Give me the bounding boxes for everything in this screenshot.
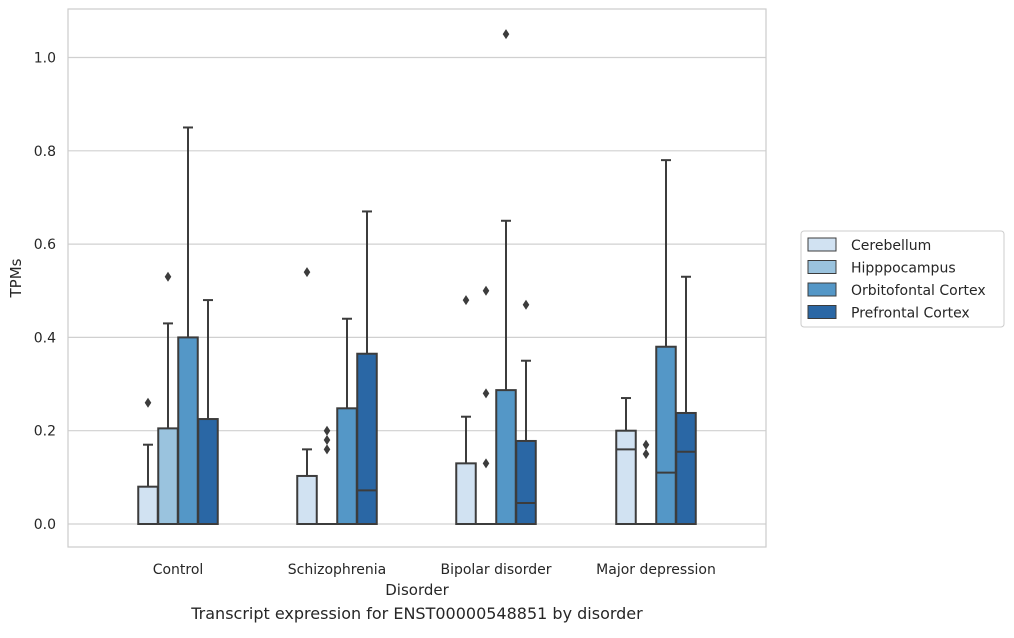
outlier-point — [323, 425, 331, 436]
outlier-point — [502, 29, 510, 40]
y-tick-labels: 0.0 0.2 0.4 0.6 0.8 1.0 — [34, 51, 56, 534]
outlier-point — [164, 271, 172, 282]
y-tick-label: 0.4 — [34, 330, 56, 346]
box-rect — [356, 352, 378, 526]
box-hipppocampus — [476, 285, 496, 525]
y-tick-label: 0.6 — [34, 237, 56, 253]
x-tick-labels: Control Schizophrenia Bipolar disorder Majo… — [153, 562, 716, 578]
outlier-point — [323, 444, 331, 455]
box-elements — [137, 29, 697, 526]
box-prefrontal-cortex — [197, 299, 219, 526]
x-tick-label: Major depression — [596, 562, 716, 578]
legend-label: Prefrontal Cortex — [851, 306, 970, 322]
box-orbitofontal-cortex — [177, 126, 199, 525]
box-orbitofontal-cortex — [495, 29, 517, 525]
chart-caption: Transcript expression for ENST0000054885… — [191, 604, 643, 623]
legend-frame — [800, 230, 1005, 328]
x-axis-label: Disorder — [385, 581, 449, 599]
box-rect — [197, 418, 219, 526]
box-cerebellum — [615, 397, 637, 526]
box-rect — [177, 336, 199, 525]
box-rect — [675, 411, 697, 525]
legend-label: Cerebellum — [851, 238, 931, 254]
box-prefrontal-cortex — [356, 210, 378, 526]
box-cerebellum — [296, 267, 318, 525]
y-tick-label: 0.2 — [34, 424, 56, 440]
outlier-point — [482, 458, 490, 469]
outlier-point — [482, 285, 490, 296]
legend-swatch — [807, 237, 837, 252]
box-rect — [296, 474, 318, 525]
outlier-point — [642, 449, 650, 460]
y-axis-label: TPMs — [7, 258, 25, 298]
legend-label: Hipppocampus — [851, 261, 956, 277]
legend: Cerebellum Hipppocampus Orbitofontal Corte… — [800, 230, 1005, 328]
legend-swatch — [807, 282, 837, 297]
y-tick-label: 1.0 — [34, 51, 56, 67]
y-tick-label: 0.8 — [34, 144, 56, 160]
outlier-point — [323, 435, 331, 446]
outlier-point — [303, 267, 311, 278]
box-prefrontal-cortex — [675, 275, 697, 525]
plot-frame — [67, 8, 767, 548]
box-hipppocampus — [636, 439, 656, 525]
box-rect — [336, 407, 358, 526]
outlier-point — [462, 295, 470, 306]
legend-label: Orbitofontal Cortex — [851, 283, 986, 299]
y-tick-label: 0.0 — [34, 517, 56, 533]
box-prefrontal-cortex — [515, 299, 537, 526]
box-rect — [137, 485, 159, 525]
outlier-point — [144, 397, 152, 408]
box-rect — [655, 345, 677, 526]
x-tick-label: Bipolar disorder — [440, 562, 551, 578]
box-rect — [495, 389, 517, 525]
box-hipppocampus — [317, 425, 337, 525]
box-rect — [615, 429, 637, 526]
x-tick-label: Schizophrenia — [288, 562, 386, 578]
x-tick-label: Control — [153, 562, 204, 578]
box-rect — [157, 427, 179, 525]
box-cerebellum — [137, 397, 159, 525]
box-cerebellum — [455, 295, 477, 526]
outlier-point — [642, 439, 650, 450]
legend-swatch — [807, 260, 837, 274]
box-rect — [455, 462, 477, 526]
box-orbitofontal-cortex — [336, 317, 358, 526]
outlier-point — [482, 388, 490, 399]
box-rect — [515, 439, 537, 526]
outlier-point — [522, 299, 530, 310]
legend-swatch — [807, 305, 837, 319]
